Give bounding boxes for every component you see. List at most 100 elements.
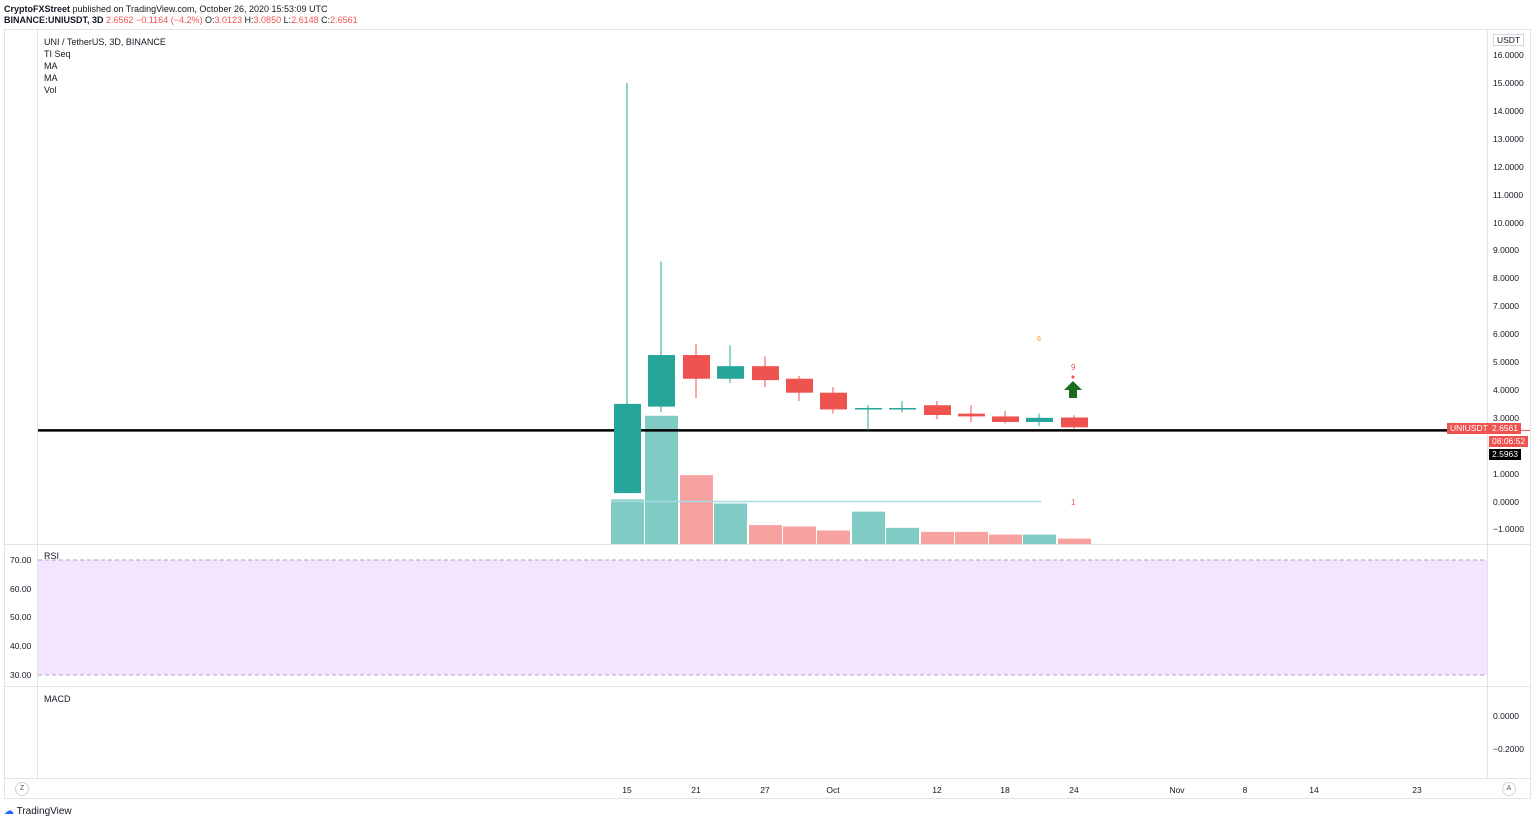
time-tick: Nov [1169,785,1185,795]
candle-body [820,392,847,410]
rsi-band [38,560,1487,675]
time-tick: 21 [691,785,701,795]
candle-body [1026,417,1053,422]
legend-ma-1[interactable]: MA [44,61,58,71]
volume-bar [645,415,678,544]
rsi-tick-60: 60.00 [10,584,32,594]
time-tick: 24 [1069,785,1079,795]
zoom-corner[interactable]: Z [15,782,29,796]
price-change: −0.1164 (−4.2%) [136,15,203,25]
volume-bar [886,527,919,544]
volume-bar [817,530,850,544]
time-tick: 23 [1412,785,1422,795]
volume-bar [1023,534,1056,544]
candle-body [889,408,916,410]
symbol-name: BINANCE:UNIUSDT, 3D [4,15,104,25]
rsi-tick-70: 70.00 [10,555,32,565]
price-tick: 5.0000 [1493,357,1519,367]
tradingview-icon: ☁ [4,806,14,817]
macd-label[interactable]: MACD [44,694,71,704]
candle-body [717,366,744,379]
volume-bar [783,526,816,544]
price-tag: 2.6561 [1489,423,1521,434]
open-value: 3.0123 [214,15,243,25]
candle-body [683,355,710,379]
legend-ti-seq[interactable]: TI Seq [44,49,71,59]
macd-tick-0: 0.0000 [1493,711,1519,721]
time-tick: Oct [826,785,840,795]
price-tick: −1.0000 [1493,524,1524,535]
low-value: 2.6148 [291,15,319,25]
legend-title: UNI / TetherUS, 3D, BINANCE [44,37,166,47]
legend-vol[interactable]: Vol [44,85,57,95]
symbol-ohlc-line: BINANCE:UNIUSDT, 3D 2.6562 −0.1164 (−4.2… [4,15,358,26]
symbol-tag: UNIUSDT [1447,423,1491,434]
seq-countdown-1: 1 [1071,498,1076,507]
publish-line: CryptoFXStreet published on TradingView.… [4,4,328,15]
time-tick: 14 [1309,785,1319,795]
price-tick: 12.0000 [1493,161,1524,172]
legend-ma-2[interactable]: MA [44,73,58,83]
publisher-name: CryptoFXStreet [4,4,71,14]
close-value: 2.6561 [330,15,358,25]
close-label: C: [321,15,331,25]
price-tick: 10.0000 [1493,217,1524,228]
rsi-tick-30: 30.00 [10,670,32,680]
volume-bar [749,525,782,544]
volume-bar [989,534,1022,544]
price-tick: 11.0000 [1493,189,1524,200]
publish-info: published on TradingView.com, October 26… [70,4,328,14]
currency-label[interactable]: USDT [1493,34,1525,46]
high-value: 3.0850 [253,15,282,25]
macd-tick-neg: −0.2000 [1493,744,1524,754]
seq-setup-9: 9 [1071,363,1076,372]
candle-body [958,413,985,417]
price-tick: 13.0000 [1493,133,1524,144]
seq-small: 6 [1037,336,1041,343]
volume-bar [611,499,644,544]
candle-body [786,378,813,393]
high-label: H: [244,15,254,25]
time-tick: 18 [1000,785,1010,795]
price-tick: 15.0000 [1493,78,1524,88]
time-tick: 15 [622,785,632,795]
volume-bar [714,503,747,544]
price-tick: 9.0000 [1493,245,1519,256]
candle-body [992,416,1019,422]
price-tick: 14.0000 [1493,105,1524,116]
candle-body [614,403,641,494]
volume-bar [852,511,885,544]
countdown-tag: 08:06:52 [1489,436,1529,447]
tradingview-logo[interactable]: ☁ TradingView [4,806,72,817]
low-label: L: [283,15,292,25]
chart-legend: UNI / TetherUS, 3D, BINANCE TI Seq MA MA… [44,36,166,96]
volume-bar [921,531,954,544]
seq-dot [1071,375,1075,379]
candle-body [924,405,951,416]
chart-frame [4,29,1531,799]
open-label: O: [204,15,215,25]
candle-body [752,366,779,381]
volume-bar [680,475,713,544]
candle-body [1061,417,1088,428]
rsi-label[interactable]: RSI [44,551,60,561]
time-tick: 12 [932,785,942,795]
level-tag: 2.5963 [1489,449,1521,460]
auto-scale-corner[interactable]: A [1502,782,1516,796]
tradingview-brand: TradingView [16,806,72,817]
volume-bar [955,531,988,544]
price-tick: 1.0000 [1493,468,1519,479]
price-tick: 0.0000 [1493,496,1519,507]
volume-bar [1058,538,1091,544]
time-tick: 8 [1242,785,1248,795]
rsi-tick-40: 40.00 [10,641,32,651]
price-tick: 16.0000 [1493,50,1524,61]
price-tick: 4.0000 [1493,384,1519,395]
time-tick: 27 [760,785,770,795]
buy-arrow-icon [1064,381,1082,398]
candle-body [648,355,675,407]
candle-body [855,408,882,410]
price-tick: 6.0000 [1493,329,1519,340]
last-price: 2.6562 [106,15,134,25]
